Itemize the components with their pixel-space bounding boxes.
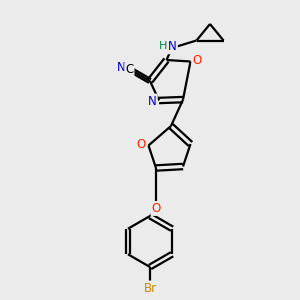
Text: O: O [193,54,202,67]
Text: N: N [117,61,126,74]
Text: C: C [125,63,134,76]
Text: H: H [159,41,168,51]
Text: Br: Br [143,281,157,295]
Text: O: O [136,137,146,151]
Text: N: N [148,94,157,108]
Text: O: O [152,202,160,215]
Text: N: N [168,40,177,53]
